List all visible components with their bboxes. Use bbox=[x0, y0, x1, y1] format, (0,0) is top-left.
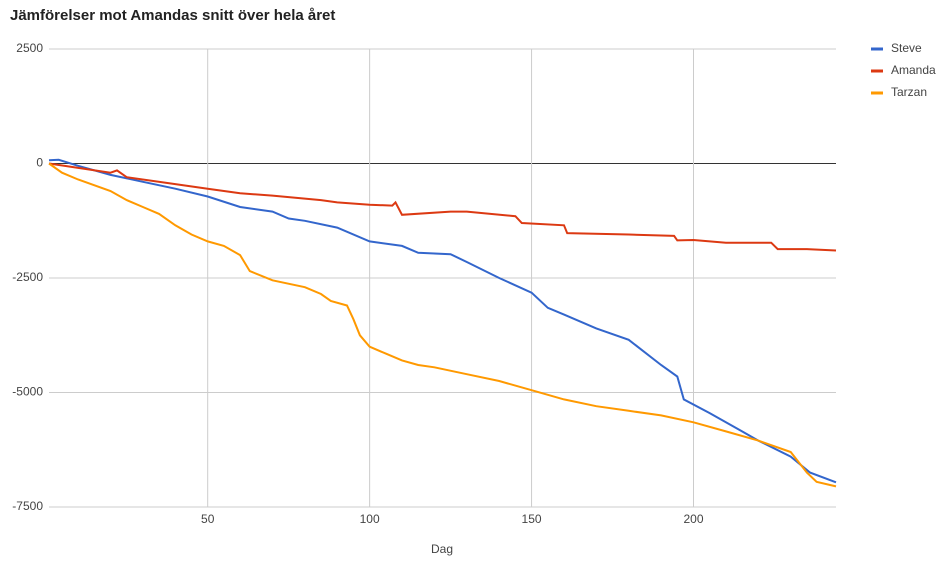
x-axis-label: Dag bbox=[431, 542, 453, 556]
legend-label: Tarzan bbox=[891, 85, 927, 99]
x-tick-label: 150 bbox=[522, 512, 542, 526]
y-tick-label: -7500 bbox=[12, 499, 43, 513]
y-tick-label: 0 bbox=[36, 156, 43, 170]
y-tick-label: -5000 bbox=[12, 385, 43, 399]
series-line bbox=[48, 162, 837, 252]
legend-label: Steve bbox=[891, 41, 922, 55]
x-tick-label: 50 bbox=[201, 512, 215, 526]
x-tick-label: 200 bbox=[683, 512, 703, 526]
x-tick-label: 100 bbox=[360, 512, 380, 526]
series-line bbox=[48, 162, 837, 488]
legend-label: Amanda bbox=[891, 63, 936, 77]
chart-title: Jämförelser mot Amandas snitt över hela … bbox=[10, 7, 335, 24]
y-tick-label: -2500 bbox=[12, 270, 43, 284]
series-line bbox=[48, 158, 837, 484]
y-tick-label: 2500 bbox=[16, 41, 43, 55]
